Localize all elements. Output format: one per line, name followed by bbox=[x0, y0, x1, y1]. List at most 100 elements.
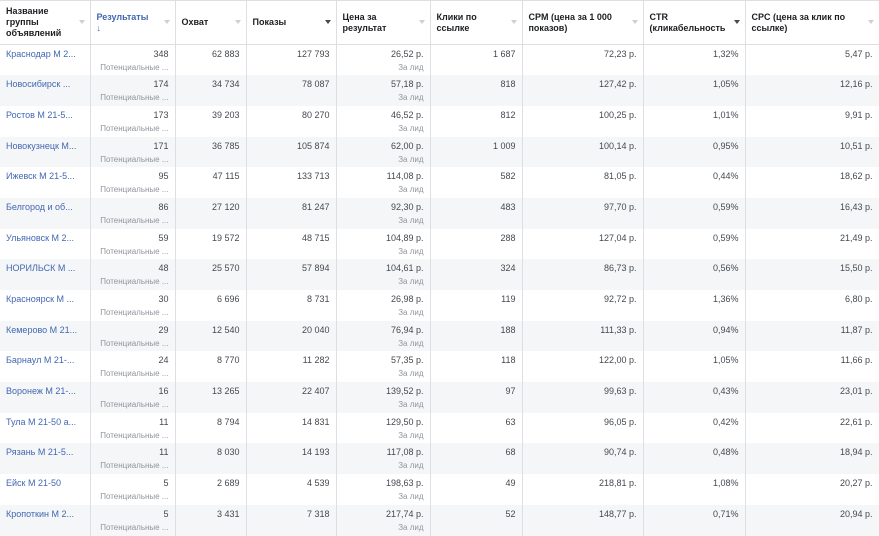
result-type-label: Потенциальные ... bbox=[100, 93, 169, 103]
ad-set-name-cell: Ростов М 21-5... bbox=[0, 105, 91, 137]
column-menu-caret-icon[interactable] bbox=[631, 19, 638, 24]
ad-set-name-cell: Барнаул М 21-... bbox=[0, 351, 91, 383]
ad-set-link[interactable]: Красноярск М ... bbox=[6, 294, 75, 304]
reach-value: 62 883 bbox=[211, 49, 240, 59]
cpm-cell: 122,00 р. bbox=[522, 351, 644, 383]
impressions-value: 22 407 bbox=[301, 386, 330, 397]
cpm-value: 99,63 р. bbox=[603, 386, 637, 397]
clicks-value: 63 bbox=[505, 416, 516, 427]
cpm-value: 148,77 р. bbox=[598, 508, 637, 519]
table-row: Новокузнецк М... 171 Потенциальные ... 36 7… bbox=[0, 136, 879, 168]
result-type-label: Потенциальные ... bbox=[100, 338, 169, 348]
cpm-value: 90,74 р. bbox=[603, 447, 637, 458]
cost-cell: 76,94 р. За лид bbox=[336, 320, 431, 352]
column-menu-caret-icon[interactable] bbox=[324, 19, 331, 24]
clicks-value: 812 bbox=[500, 109, 516, 120]
ad-set-link[interactable]: Кропоткин М 2... bbox=[6, 508, 74, 519]
cpm-value: 96,05 р. bbox=[603, 416, 637, 427]
cost-type-label: За лид bbox=[398, 369, 424, 379]
column-header[interactable]: CPM (цена за 1 000 показов) bbox=[522, 0, 644, 45]
ad-set-link[interactable]: Барнаул М 21-... bbox=[6, 355, 75, 366]
column-menu-caret-icon[interactable] bbox=[234, 19, 241, 24]
column-header[interactable]: CPC (цена за клик по ссылке) bbox=[745, 0, 879, 45]
cpm-value: 122,00 р. bbox=[598, 355, 637, 366]
results-cell: 95 Потенциальные ... bbox=[90, 167, 176, 198]
cost-value: 117,08 р. bbox=[386, 447, 424, 458]
ad-set-link[interactable]: Ейск М 21-50 bbox=[6, 478, 61, 489]
cpc-cell: 11,87 р. bbox=[745, 320, 879, 352]
results-cell: 348 Потенциальные ... bbox=[90, 44, 176, 76]
cpc-value: 6,80 р. bbox=[844, 294, 873, 304]
column-menu-caret-icon[interactable] bbox=[510, 19, 517, 24]
result-type-label: Потенциальные ... bbox=[100, 461, 169, 471]
ctr-value: 0,59% bbox=[712, 232, 739, 243]
results-value: 11 bbox=[159, 416, 169, 427]
impressions-value: 133 713 bbox=[296, 171, 330, 182]
cpc-value: 20,94 р. bbox=[839, 508, 873, 519]
ctr-value: 0,43% bbox=[712, 386, 739, 397]
impressions-value: 78 087 bbox=[301, 79, 330, 90]
clicks-cell: 288 bbox=[430, 228, 523, 260]
cpc-cell: 9,91 р. bbox=[745, 105, 879, 137]
ad-set-link[interactable]: Ульяновск М 2... bbox=[6, 232, 75, 243]
cpc-value: 15,50 р. bbox=[839, 263, 873, 274]
column-header[interactable]: CTR (кликабельность bbox=[643, 0, 746, 45]
cpc-value: 12,16 р. bbox=[839, 79, 873, 90]
ad-set-name-cell: Ейск М 21-50 bbox=[0, 474, 91, 505]
impressions-value: 4 539 bbox=[306, 478, 330, 489]
ad-set-name-cell: Ижевск М 21-5... bbox=[0, 167, 91, 198]
cost-type-label: За лид bbox=[398, 93, 424, 103]
ad-set-link[interactable]: Новокузнецк М... bbox=[6, 140, 77, 151]
column-header[interactable]: Охват bbox=[175, 0, 247, 45]
ad-set-link[interactable]: Ростов М 21-5... bbox=[6, 109, 73, 120]
results-cell: 86 Потенциальные ... bbox=[90, 197, 176, 229]
clicks-value: 97 bbox=[505, 386, 516, 397]
ad-set-link[interactable]: Краснодар М 2... bbox=[6, 49, 76, 59]
column-header[interactable]: Результаты ↓ bbox=[90, 0, 176, 45]
ad-set-link[interactable]: Ижевск М 21-5... bbox=[6, 171, 75, 182]
impressions-cell: 81 247 bbox=[246, 197, 337, 229]
column-menu-caret-icon[interactable] bbox=[867, 19, 874, 24]
ad-set-link[interactable]: Рязань М 21-5... bbox=[6, 447, 74, 458]
column-header[interactable]: Цена за результат bbox=[336, 0, 431, 45]
results-value: 11 bbox=[159, 447, 169, 458]
clicks-value: 118 bbox=[501, 355, 516, 366]
column-menu-caret-icon[interactable] bbox=[78, 19, 85, 24]
results-cell: 30 Потенциальные ... bbox=[90, 290, 176, 321]
results-value: 59 bbox=[158, 232, 169, 243]
ad-set-link[interactable]: Кемерово М 21... bbox=[6, 324, 78, 335]
column-menu-caret-icon[interactable] bbox=[163, 19, 170, 24]
ad-set-link[interactable]: Тула М 21-50 а... bbox=[6, 416, 77, 427]
cost-value: 198,63 р. bbox=[385, 478, 424, 489]
cpm-cell: 92,72 р. bbox=[522, 290, 644, 321]
impressions-cell: 105 874 bbox=[246, 136, 337, 168]
ad-set-link[interactable]: Воронеж М 21-... bbox=[6, 386, 76, 397]
ad-set-link[interactable]: Белгород и об... bbox=[6, 201, 73, 212]
cpc-cell: 21,49 р. bbox=[745, 228, 879, 260]
cpm-cell: 86,73 р. bbox=[522, 259, 644, 290]
cost-value: 104,89 р. bbox=[385, 232, 424, 243]
cpm-cell: 100,25 р. bbox=[522, 105, 644, 137]
reach-cell: 25 570 bbox=[175, 259, 247, 290]
ad-set-link[interactable]: НОРИЛЬСК М ... bbox=[6, 263, 76, 274]
result-type-label: Потенциальные ... bbox=[100, 246, 169, 256]
column-label: CPM (цена за 1 000 показов) bbox=[528, 11, 612, 33]
column-label: Показы bbox=[252, 17, 287, 27]
impressions-value: 8 731 bbox=[306, 294, 330, 304]
column-menu-caret-icon[interactable] bbox=[733, 19, 740, 24]
ctr-cell: 0,42% bbox=[643, 412, 746, 444]
cpc-value: 16,43 р. bbox=[839, 201, 873, 212]
column-header[interactable]: Показы bbox=[246, 0, 337, 45]
clicks-cell: 483 bbox=[430, 197, 523, 229]
clicks-value: 582 bbox=[500, 171, 516, 182]
column-header[interactable]: Клики по ссылке bbox=[430, 0, 523, 45]
column-menu-caret-icon[interactable] bbox=[418, 19, 425, 24]
ctr-value: 1,05% bbox=[712, 355, 739, 366]
ad-set-link[interactable]: Новосибирск ... bbox=[6, 79, 71, 90]
cost-cell: 129,50 р. За лид bbox=[336, 412, 431, 444]
table-row: Ейск М 21-50 5 Потенциальные ... 2 689 4 539… bbox=[0, 474, 879, 505]
reach-value: 47 115 bbox=[212, 171, 240, 182]
column-header[interactable]: Название группы объявлений bbox=[0, 0, 91, 45]
table-row: НОРИЛЬСК М ... 48 Потенциальные ... 25 570 5… bbox=[0, 259, 879, 290]
